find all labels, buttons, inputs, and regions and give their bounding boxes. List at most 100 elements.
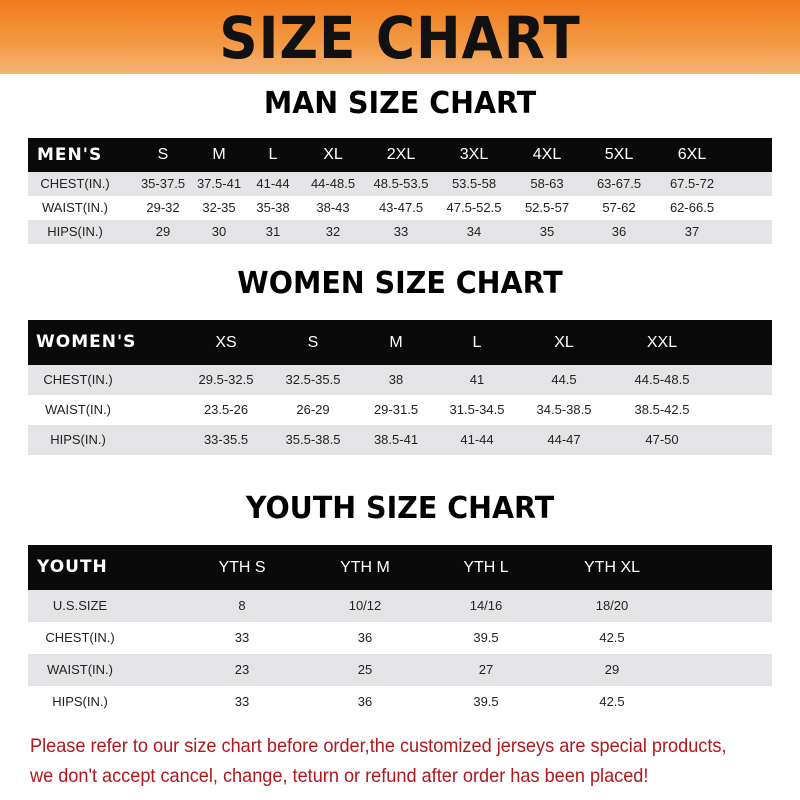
size-header-cell: L [472, 334, 482, 351]
women-section-title: WOMEN SIZE CHART [237, 266, 563, 301]
table-cell: 41-44 [256, 176, 290, 191]
table-cell: 29.5-32.5 [198, 372, 254, 387]
table-cell: 29-32 [146, 200, 180, 215]
men-section-title: MAN SIZE CHART [263, 86, 537, 121]
table-cell: 32 [325, 224, 341, 239]
table-cell: 39.5 [473, 630, 499, 645]
table-cell: 67.5-72 [669, 176, 715, 191]
table-cell: 36 [611, 224, 627, 239]
size-chart-banner: SIZE CHART [0, 0, 800, 74]
table-cell: 36 [357, 630, 373, 645]
table-cell: 14/16 [469, 598, 503, 613]
table-cell: 53.5-58 [451, 176, 497, 191]
size-header-cell: M [212, 146, 226, 163]
youth-size-table: YOUTH YTH S YTH M YTH L YTH XL U.S.SIZE 8 10/12… [28, 545, 772, 718]
table-cell: 29 [604, 662, 620, 677]
size-header-cell: YTH L [463, 559, 509, 576]
table-cell: 29 [155, 224, 171, 239]
measure-label: HIPS(IN.) [50, 432, 106, 447]
table-cell: 26-29 [296, 402, 330, 417]
table-cell: 25 [357, 662, 373, 677]
table-cell: 44.5 [551, 372, 577, 387]
notice-line-1: Please refer to our size chart before or… [30, 735, 727, 757]
measure-label: WAIST(IN.) [47, 662, 113, 677]
youth-section-title: YOUTH SIZE CHART [245, 491, 555, 526]
size-header-cell: L [268, 146, 278, 163]
table-cell: 44-47 [547, 432, 581, 447]
table-cell: 33 [393, 224, 409, 239]
table-cell: 38.5-41 [373, 432, 419, 447]
table-cell: 37.5-41 [196, 176, 242, 191]
table-cell: 37 [684, 224, 700, 239]
table-cell: 29-31.5 [373, 402, 419, 417]
table-cell: 42.5 [599, 630, 625, 645]
table-cell: 57-62 [602, 200, 636, 215]
table-cell: 42.5 [599, 694, 625, 709]
table-cell: 30 [211, 224, 227, 239]
measure-label: CHEST(IN.) [40, 176, 110, 191]
table-row: HIPS(IN.) 33-35.5 35.5-38.5 38.5-41 41-44 44-… [28, 425, 772, 455]
table-cell: 35-37.5 [140, 176, 186, 191]
table-cell: 41-44 [460, 432, 494, 447]
table-cell: 33 [234, 630, 250, 645]
size-header-cell: 5XL [604, 146, 634, 163]
table-cell: 34 [466, 224, 482, 239]
table-row: U.S.SIZE 8 10/12 14/16 18/20 [28, 590, 772, 622]
table-cell: 32.5-35.5 [285, 372, 341, 387]
table-row: HIPS(IN.) 29 30 31 32 33 34 35 36 37 [28, 220, 772, 244]
size-header-cell: YTH M [340, 559, 390, 576]
table-row: WAIST(IN.) 29-32 32-35 35-38 38-43 43-47.5 47.… [28, 196, 772, 220]
table-cell: 33-35.5 [203, 432, 249, 447]
table-cell: 33 [234, 694, 250, 709]
size-header-cell: XXL [646, 334, 678, 351]
size-header-cell: XS [215, 334, 237, 351]
measure-label: HIPS(IN.) [47, 224, 103, 239]
table-cell: 58-63 [530, 176, 564, 191]
table-cell: 36 [357, 694, 373, 709]
table-cell: 48.5-53.5 [373, 176, 429, 191]
table-row: WAIST(IN.) 23.5-26 26-29 29-31.5 31.5-34.5 34… [28, 395, 772, 425]
table-row: CHEST(IN.) 29.5-32.5 32.5-35.5 38 41 44.5 44.5… [28, 365, 772, 395]
table-cell: 62-66.5 [669, 200, 715, 215]
table-cell: 41 [469, 372, 485, 387]
size-header-cell: 4XL [532, 146, 562, 163]
size-header-cell: YTH S [218, 559, 266, 576]
table-cell: 27 [478, 662, 494, 677]
table-cell: 23.5-26 [203, 402, 249, 417]
table-cell: 47.5-52.5 [446, 200, 502, 215]
table-cell: 32-35 [202, 200, 236, 215]
table-cell: 35-38 [256, 200, 290, 215]
table-cell: 35.5-38.5 [285, 432, 341, 447]
table-cell: 31.5-34.5 [449, 402, 505, 417]
measure-label: WAIST(IN.) [42, 200, 108, 215]
table-row: HIPS(IN.) 33 36 39.5 42.5 [28, 686, 772, 718]
table-cell: 18/20 [595, 598, 629, 613]
measure-label: CHEST(IN.) [45, 630, 115, 645]
table-cell: 63-67.5 [596, 176, 642, 191]
table-row: CHEST(IN.) 35-37.5 37.5-41 41-44 44-48.5 48.5… [28, 172, 772, 196]
measure-label: U.S.SIZE [52, 598, 108, 613]
size-header-cell: XL [323, 146, 343, 163]
table-header-row: YOUTH YTH S YTH M YTH L YTH XL [28, 545, 772, 590]
table-cell: 44-48.5 [310, 176, 356, 191]
measure-label: WAIST(IN.) [45, 402, 111, 417]
size-header-cell: YTH XL [583, 559, 641, 576]
size-header-cell: 3XL [459, 146, 489, 163]
table-cell: 10/12 [348, 598, 382, 613]
banner-title: SIZE CHART [219, 4, 581, 72]
size-header-cell: XL [554, 334, 574, 351]
table-header-row: MEN'S S M L XL 2XL 3XL 4XL 5XL 6XL [28, 138, 772, 172]
table-title-cell: WOMEN'S [36, 332, 137, 352]
table-header-row: WOMEN'S XS S M L XL XXL [28, 320, 772, 365]
table-cell: 23 [234, 662, 250, 677]
table-title-cell: YOUTH [37, 557, 108, 577]
size-header-cell: M [389, 334, 403, 351]
size-header-cell: S [307, 334, 319, 351]
size-header-cell: S [157, 146, 169, 163]
size-header-cell: 2XL [386, 146, 416, 163]
table-cell: 52.5-57 [524, 200, 570, 215]
table-row: CHEST(IN.) 33 36 39.5 42.5 [28, 622, 772, 654]
size-header-cell: 6XL [677, 146, 707, 163]
table-cell: 38.5-42.5 [634, 402, 690, 417]
measure-label: CHEST(IN.) [43, 372, 113, 387]
